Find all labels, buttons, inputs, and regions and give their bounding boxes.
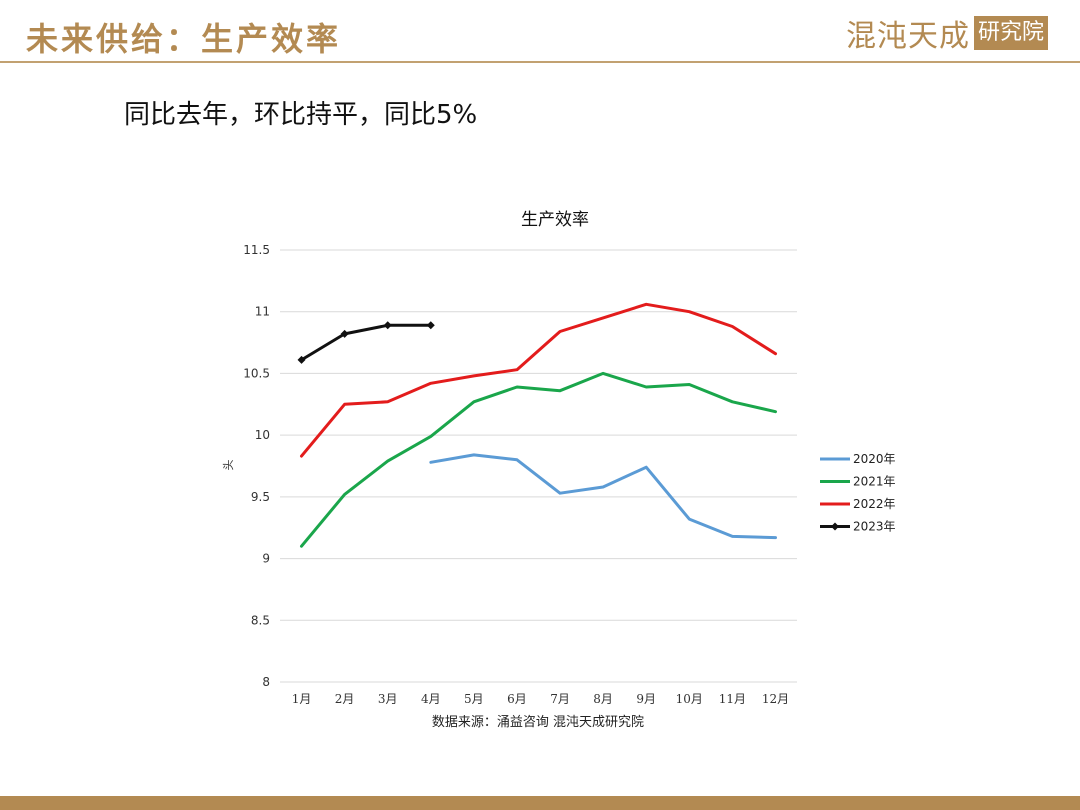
legend-label: 2023年 [853, 520, 896, 534]
y-tick-label: 11.5 [243, 243, 270, 257]
grid-lines [280, 249, 797, 683]
x-tick-label: 5月 [464, 692, 484, 706]
y-tick-label: 9.5 [251, 490, 270, 504]
footer-bar [0, 796, 1080, 810]
logo-seal: 研究院 [974, 16, 1049, 50]
x-tick-label: 11月 [719, 692, 746, 706]
y-tick-label: 8.5 [251, 613, 270, 627]
chart-title: 生产效率 [521, 210, 589, 230]
y-axis-label: 头 [222, 460, 235, 471]
legend-label: 2022年 [853, 497, 896, 511]
logo-text: 混沌天成 [846, 19, 970, 54]
x-tick-label: 10月 [676, 692, 703, 706]
y-axis-ticks: 8 8.5 9 9.5 10 10.5 11 11.5 [243, 243, 270, 689]
legend: 2020年 2021年 2022年 2023年 [820, 452, 896, 534]
x-tick-label: 7月 [550, 692, 570, 706]
series-line [300, 302, 777, 458]
x-tick-label: 6月 [507, 692, 527, 706]
legend-label: 2021年 [853, 475, 896, 489]
series-line [300, 371, 777, 548]
data-point [340, 329, 349, 338]
data-point [426, 321, 435, 330]
series-line [429, 453, 777, 540]
page-title: 未来供给：生产效率 [26, 20, 342, 58]
data-point [297, 355, 306, 364]
x-tick-label: 2月 [335, 692, 355, 706]
y-tick-label: 8 [262, 675, 270, 689]
series-lines [297, 302, 777, 548]
x-tick-label: 9月 [636, 692, 656, 706]
x-tick-label: 3月 [378, 692, 398, 706]
title-divider [0, 61, 1080, 63]
y-tick-label: 9 [262, 552, 270, 566]
data-point [383, 321, 392, 330]
slide-subtitle: 同比去年，环比持平，同比5% [124, 100, 478, 130]
x-tick-label: 12月 [762, 692, 789, 706]
legend-marker [831, 522, 839, 531]
x-tick-label: 4月 [421, 692, 441, 706]
y-tick-label: 10.5 [243, 366, 270, 380]
y-tick-label: 10 [255, 428, 270, 442]
x-axis-ticks: 1月 2月 3月 4月 5月 6月 7月 8月 9月 10月 11月 12月 [292, 692, 789, 706]
chart-source: 数据来源：涌益咨询 混沌天成研究院 [432, 715, 644, 730]
series-line [300, 323, 433, 362]
x-tick-label: 1月 [292, 692, 312, 706]
legend-label: 2020年 [853, 452, 896, 466]
x-tick-label: 8月 [593, 692, 613, 706]
y-tick-label: 11 [255, 305, 270, 319]
brand-logo: 混沌天成 研究院 [846, 14, 1049, 54]
